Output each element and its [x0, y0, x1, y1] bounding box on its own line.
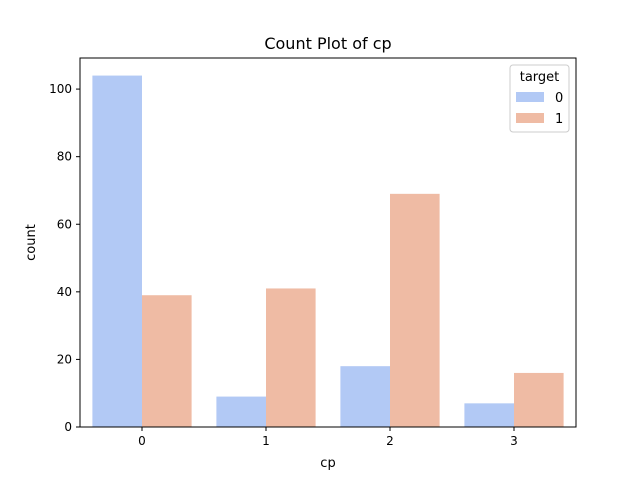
- bar-target-0-cp-1: [216, 396, 266, 427]
- bar-target-0-cp-3: [464, 403, 514, 427]
- y-tick-label: 0: [64, 420, 72, 434]
- legend-swatch-0: [516, 92, 544, 102]
- y-tick-label: 40: [57, 285, 72, 299]
- bars-layer: [92, 75, 564, 428]
- x-tick-label: 0: [138, 434, 146, 448]
- x-tick-label: 1: [262, 434, 270, 448]
- y-tick-label: 20: [57, 352, 72, 366]
- legend: target 0 1: [509, 64, 570, 133]
- x-tick-label: 3: [510, 434, 518, 448]
- legend-label-1: 1: [555, 112, 563, 127]
- bar-target-1-cp-1: [266, 288, 316, 427]
- y-tick-label: 80: [57, 150, 72, 164]
- chart-title: Count Plot of cp: [264, 34, 391, 53]
- x-axis-label: cp: [320, 456, 335, 471]
- x-axis: 0 1 2 3: [138, 427, 518, 448]
- bar-target-0-cp-0: [92, 75, 142, 428]
- y-axis-label: count: [24, 224, 39, 261]
- bar-target-1-cp-3: [514, 372, 564, 427]
- y-tick-label: 100: [49, 82, 72, 96]
- plot-frame: [79, 57, 577, 428]
- y-tick-label: 60: [57, 217, 72, 231]
- bar-target-1-cp-2: [390, 193, 440, 427]
- legend-label-0: 0: [555, 91, 563, 106]
- bar-target-0-cp-2: [340, 366, 390, 427]
- legend-swatch-1: [516, 113, 544, 123]
- x-tick-label: 2: [386, 434, 394, 448]
- legend-title: target: [520, 70, 560, 85]
- y-axis: 0 20 40 60 80 100: [49, 82, 80, 434]
- bar-target-1-cp-0: [142, 295, 192, 427]
